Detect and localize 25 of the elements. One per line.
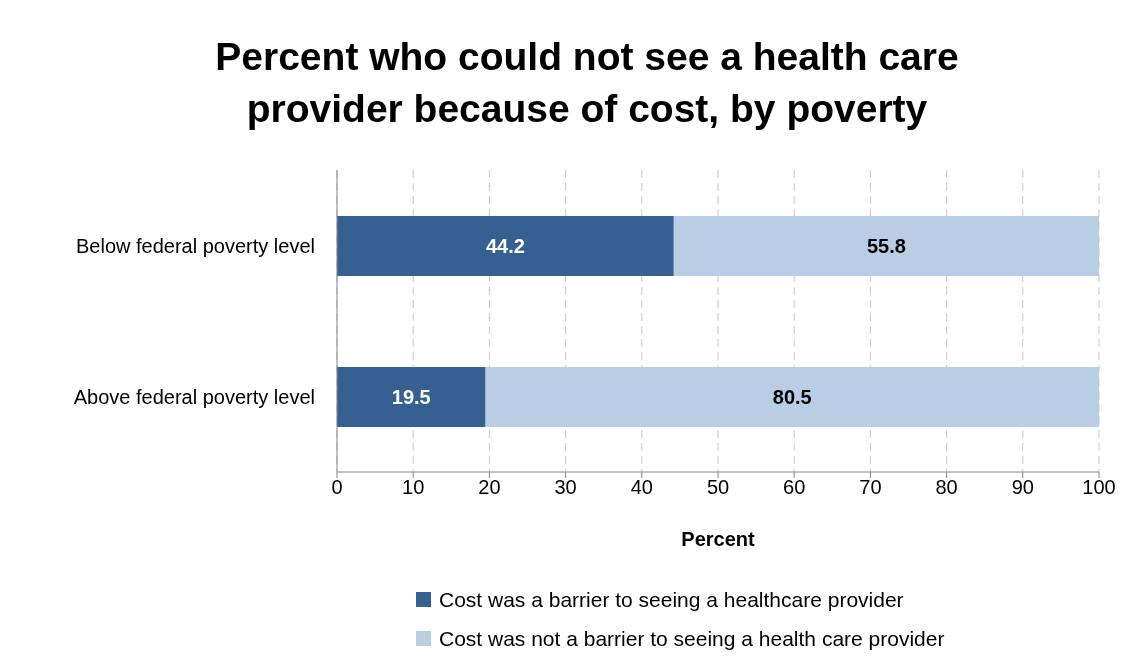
data-label: 80.5 bbox=[772, 386, 812, 409]
data-label: 44.2 bbox=[485, 235, 525, 258]
x-tick-label: 0 bbox=[331, 476, 343, 499]
x-tick-label: 30 bbox=[554, 476, 577, 499]
data-label: 19.5 bbox=[391, 386, 431, 409]
x-tick-label: 10 bbox=[402, 476, 425, 499]
x-tick-label: 60 bbox=[783, 476, 806, 499]
bar bbox=[485, 367, 1099, 427]
x-tick-label: 80 bbox=[935, 476, 958, 499]
x-tick-label: 20 bbox=[478, 476, 501, 499]
legend-label: Cost was not a barrier to seeing a health care provider bbox=[439, 626, 945, 651]
x-axis-title: Percent bbox=[681, 528, 756, 550]
bar bbox=[337, 367, 486, 427]
legend-label: Cost was a barrier to seeing a healthcare provider bbox=[439, 587, 904, 612]
x-tick-label: 70 bbox=[859, 476, 882, 499]
x-tick-label: 40 bbox=[630, 476, 653, 499]
bar bbox=[337, 216, 674, 276]
x-tick-label: 90 bbox=[1011, 476, 1034, 499]
x-tick-label: 50 bbox=[706, 476, 730, 499]
y-tick-label: Below federal poverty level bbox=[75, 234, 315, 257]
chart-title: Percent who could not see a health care provider because of cost, by poverty bbox=[214, 34, 960, 132]
bar bbox=[673, 216, 1099, 276]
y-tick-label: Above federal poverty level bbox=[73, 385, 315, 408]
x-tick-label: 100 bbox=[1082, 476, 1116, 499]
data-label: 55.8 bbox=[866, 235, 906, 258]
